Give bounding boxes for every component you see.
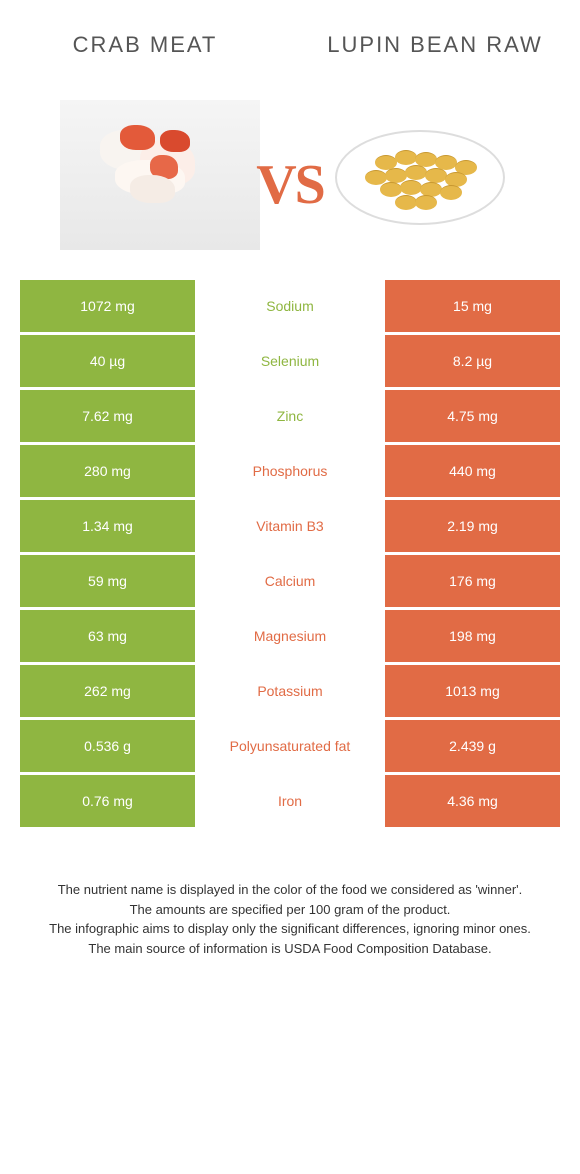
header-row: CRAB MEAT LUPIN BEAN RAW [0, 0, 580, 90]
right-value-cell: 198 mg [385, 610, 560, 662]
nutrient-name-cell: Iron [195, 775, 385, 827]
right-value-cell: 2.439 g [385, 720, 560, 772]
comparison-row: 7.62 mgZinc4.75 mg [20, 390, 560, 442]
left-value-cell: 63 mg [20, 610, 195, 662]
left-value-cell: 262 mg [20, 665, 195, 717]
left-value-cell: 0.76 mg [20, 775, 195, 827]
comparison-row: 40 µgSelenium8.2 µg [20, 335, 560, 387]
comparison-row: 1.34 mgVitamin B32.19 mg [20, 500, 560, 552]
footnote-line: The amounts are specified per 100 gram o… [30, 900, 550, 920]
vs-label: VS [256, 153, 324, 217]
comparison-row: 0.76 mgIron4.36 mg [20, 775, 560, 827]
right-value-cell: 4.36 mg [385, 775, 560, 827]
right-food-title: LUPIN BEAN RAW [290, 32, 580, 58]
nutrient-name-cell: Zinc [195, 390, 385, 442]
left-value-cell: 280 mg [20, 445, 195, 497]
comparison-row: 1072 mgSodium15 mg [20, 280, 560, 332]
nutrient-name-cell: Vitamin B3 [195, 500, 385, 552]
footnote-line: The infographic aims to display only the… [30, 919, 550, 939]
right-value-cell: 4.75 mg [385, 390, 560, 442]
nutrient-name-cell: Selenium [195, 335, 385, 387]
left-value-cell: 0.536 g [20, 720, 195, 772]
right-value-cell: 176 mg [385, 555, 560, 607]
comparison-row: 0.536 gPolyunsaturated fat2.439 g [20, 720, 560, 772]
right-value-cell: 15 mg [385, 280, 560, 332]
nutrient-name-cell: Potassium [195, 665, 385, 717]
nutrient-name-cell: Calcium [195, 555, 385, 607]
comparison-row: 59 mgCalcium176 mg [20, 555, 560, 607]
right-value-cell: 1013 mg [385, 665, 560, 717]
right-value-cell: 2.19 mg [385, 500, 560, 552]
footnote-line: The main source of information is USDA F… [30, 939, 550, 959]
comparison-row: 262 mgPotassium1013 mg [20, 665, 560, 717]
crab-meat-image [60, 100, 260, 250]
left-value-cell: 1072 mg [20, 280, 195, 332]
footnote-line: The nutrient name is displayed in the co… [30, 880, 550, 900]
left-value-cell: 7.62 mg [20, 390, 195, 442]
left-value-cell: 59 mg [20, 555, 195, 607]
comparison-row: 280 mgPhosphorus440 mg [20, 445, 560, 497]
left-value-cell: 40 µg [20, 335, 195, 387]
right-value-cell: 440 mg [385, 445, 560, 497]
nutrient-name-cell: Polyunsaturated fat [195, 720, 385, 772]
nutrient-name-cell: Magnesium [195, 610, 385, 662]
nutrient-name-cell: Sodium [195, 280, 385, 332]
lupin-bean-image [320, 100, 520, 250]
comparison-table: 1072 mgSodium15 mg40 µgSelenium8.2 µg7.6… [0, 280, 580, 827]
nutrient-name-cell: Phosphorus [195, 445, 385, 497]
left-value-cell: 1.34 mg [20, 500, 195, 552]
left-food-title: CRAB MEAT [0, 32, 290, 58]
comparison-row: 63 mgMagnesium198 mg [20, 610, 560, 662]
images-row: VS [0, 90, 580, 280]
right-value-cell: 8.2 µg [385, 335, 560, 387]
footnotes: The nutrient name is displayed in the co… [0, 830, 580, 978]
